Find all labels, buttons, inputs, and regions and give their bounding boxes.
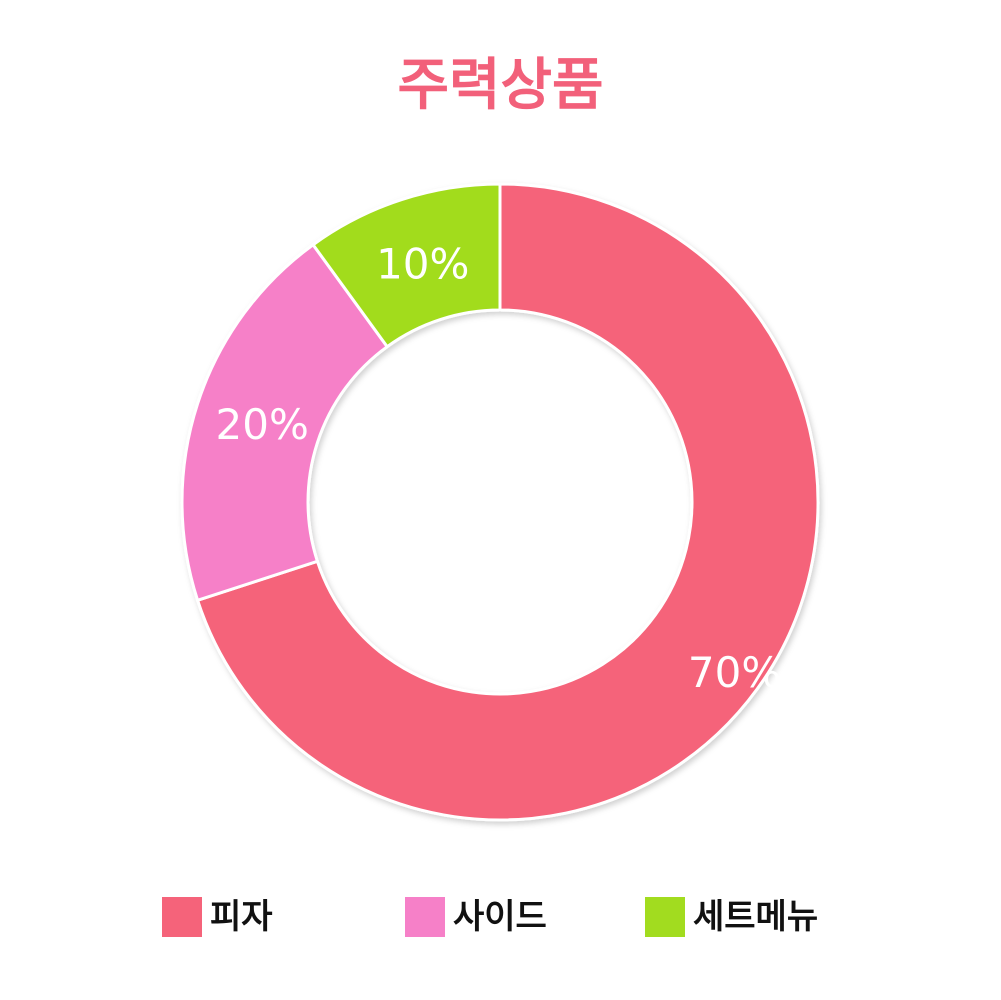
legend-swatch-set-menu <box>645 897 685 937</box>
slice-label-set-menu: 10% <box>376 240 469 289</box>
legend-label-set-menu: 세트메뉴 <box>693 897 819 937</box>
donut-slice-pizza <box>195 182 820 822</box>
slice-label-side: 20% <box>216 400 309 449</box>
legend-label-side: 사이드 <box>453 897 547 937</box>
chart-title: 주력상품 <box>397 53 604 118</box>
legend-label-pizza: 피자 <box>210 897 273 937</box>
donut-slice-labels: 70% 20% 10% <box>216 240 782 697</box>
legend-swatch-side <box>405 897 445 937</box>
legend-item-set-menu: 세트메뉴 <box>645 892 818 942</box>
legend-item-side: 사이드 <box>405 892 547 942</box>
donut-slice-set-menu <box>310 182 502 349</box>
donut-slices <box>180 182 820 822</box>
slice-label-pizza: 70% <box>688 648 781 697</box>
legend-item-pizza: 피자 <box>162 892 273 942</box>
donut-slice-side <box>180 242 390 603</box>
legend-swatch-pizza <box>162 897 202 937</box>
legend: 피자 사이드 세트메뉴 <box>0 892 1001 942</box>
